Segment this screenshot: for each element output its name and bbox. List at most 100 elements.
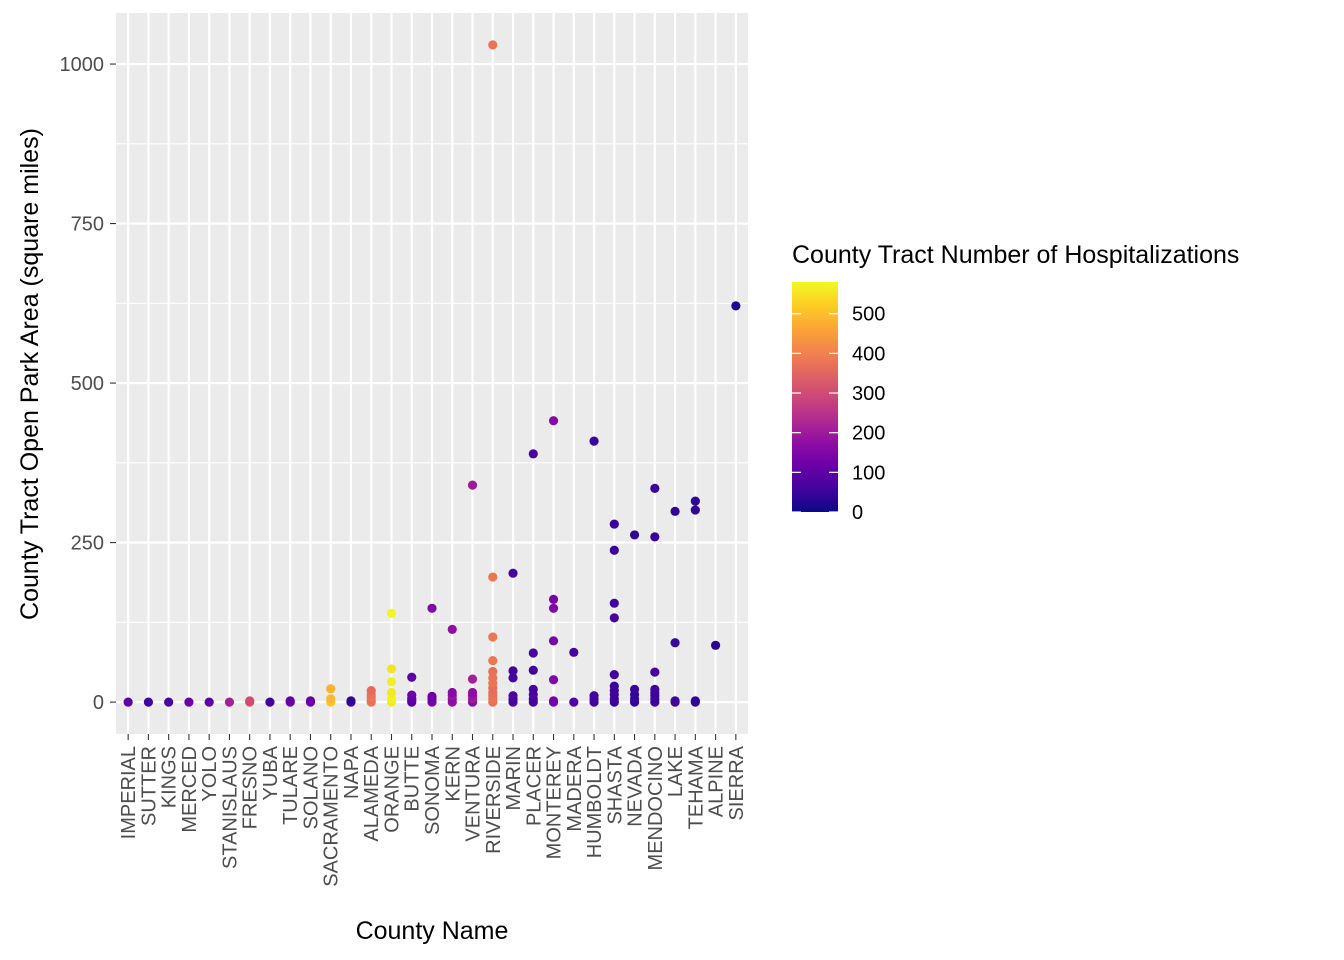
- data-point: [467, 480, 478, 490]
- data-point: [488, 656, 498, 666]
- data-point: [326, 694, 336, 704]
- x-tick-label: MADERA: [564, 745, 586, 831]
- x-tick-label: MONTEREY: [544, 746, 566, 859]
- x-tick-label: MENDOCINO: [645, 746, 667, 870]
- legend-tick-label: 0: [852, 502, 863, 524]
- y-tick-label: 0: [93, 692, 104, 714]
- data-point: [386, 677, 397, 687]
- y-tick-label: 1000: [60, 54, 105, 76]
- x-tick-label: BUTTE: [402, 746, 424, 812]
- data-point: [265, 697, 275, 707]
- data-point: [386, 694, 397, 704]
- legend-tick-label: 200: [852, 423, 885, 445]
- data-point: [548, 416, 559, 426]
- data-point: [528, 449, 538, 459]
- data-point: [589, 691, 599, 701]
- x-tick-label: STANISLAUS: [219, 746, 241, 869]
- x-tick-label: RIVERSIDE: [483, 746, 505, 854]
- data-point: [427, 691, 437, 701]
- data-point: [508, 673, 518, 683]
- data-point: [528, 665, 538, 675]
- y-tick-label: 500: [71, 373, 104, 395]
- data-point: [184, 697, 194, 707]
- x-tick-label: MARIN: [503, 746, 525, 810]
- data-point: [305, 696, 316, 706]
- data-point: [164, 697, 174, 707]
- legend-tick-label: 100: [852, 462, 885, 484]
- x-tick-label: ALAMEDA: [361, 745, 383, 841]
- legend-ticks: 0 100 200 300 400 500: [792, 304, 885, 524]
- legend: County Tract Number of Hospitalizations …: [792, 241, 1239, 524]
- data-point: [548, 675, 559, 685]
- x-tick-label: ALPINE: [706, 746, 728, 817]
- data-point: [508, 568, 518, 578]
- data-point: [488, 572, 498, 582]
- data-point: [447, 624, 457, 634]
- x-tick-label: SIERRA: [726, 745, 748, 820]
- data-point: [224, 697, 235, 707]
- data-point: [528, 684, 538, 694]
- data-point: [326, 684, 336, 694]
- data-point: [548, 594, 559, 604]
- data-point: [366, 686, 376, 696]
- data-point: [569, 697, 579, 707]
- data-point: [670, 638, 680, 648]
- x-tick-label: YUBA: [260, 745, 282, 800]
- data-point: [508, 691, 518, 701]
- data-point: [488, 666, 498, 677]
- x-tick-label: LAKE: [665, 746, 687, 797]
- x-tick-label: VENTURA: [463, 745, 485, 841]
- data-point: [629, 684, 640, 694]
- data-point: [609, 598, 619, 608]
- data-point: [710, 640, 721, 650]
- x-tick-label: KERN: [442, 746, 464, 802]
- data-point: [670, 506, 680, 516]
- data-point: [690, 496, 700, 506]
- data-point: [386, 687, 397, 698]
- data-point: [467, 687, 478, 698]
- data-point: [488, 673, 498, 683]
- data-point: [650, 483, 660, 493]
- y-axis: 0 250 500 750 1000: [60, 54, 116, 714]
- data-point: [447, 687, 457, 698]
- data-point: [346, 696, 356, 706]
- data-point: [407, 690, 417, 700]
- data-point: [386, 608, 397, 619]
- data-point: [609, 519, 619, 529]
- data-point: [488, 632, 498, 642]
- data-point: [204, 697, 214, 707]
- data-point: [528, 648, 538, 658]
- x-tick-label: KINGS: [159, 746, 181, 808]
- y-tick-label: 750: [71, 214, 104, 236]
- x-axis: IMPERIALSUTTERKINGSMERCEDYOLOSTANISLAUSF…: [118, 734, 748, 887]
- data-point: [569, 647, 579, 657]
- data-point: [508, 666, 518, 676]
- data-point: [285, 696, 295, 706]
- legend-tick-label: 500: [852, 304, 885, 326]
- data-point: [548, 696, 559, 706]
- y-axis-title: County Tract Open Park Area (square mile…: [16, 128, 44, 620]
- data-point: [731, 301, 741, 311]
- x-tick-label: IMPERIAL: [118, 746, 140, 839]
- legend-title: County Tract Number of Hospitalizations: [792, 241, 1239, 269]
- x-tick-label: SACRAMENTO: [321, 746, 343, 887]
- data-point: [488, 40, 498, 50]
- data-point: [386, 664, 397, 674]
- data-point: [650, 667, 660, 677]
- x-tick-label: TEHAMA: [685, 745, 707, 829]
- data-point: [427, 603, 437, 613]
- data-point: [609, 681, 619, 691]
- data-point: [690, 696, 700, 706]
- data-point: [609, 613, 619, 623]
- x-tick-label: HUMBOLDT: [584, 746, 606, 858]
- x-tick-label: YOLO: [199, 746, 221, 802]
- data-point: [629, 530, 640, 540]
- x-tick-label: PLACER: [523, 746, 545, 826]
- data-point: [467, 674, 478, 684]
- x-tick-label: SONOMA: [422, 745, 444, 835]
- x-tick-label: FRESNO: [240, 746, 262, 829]
- data-points: [123, 40, 741, 707]
- data-point: [548, 603, 559, 613]
- data-point: [650, 532, 660, 542]
